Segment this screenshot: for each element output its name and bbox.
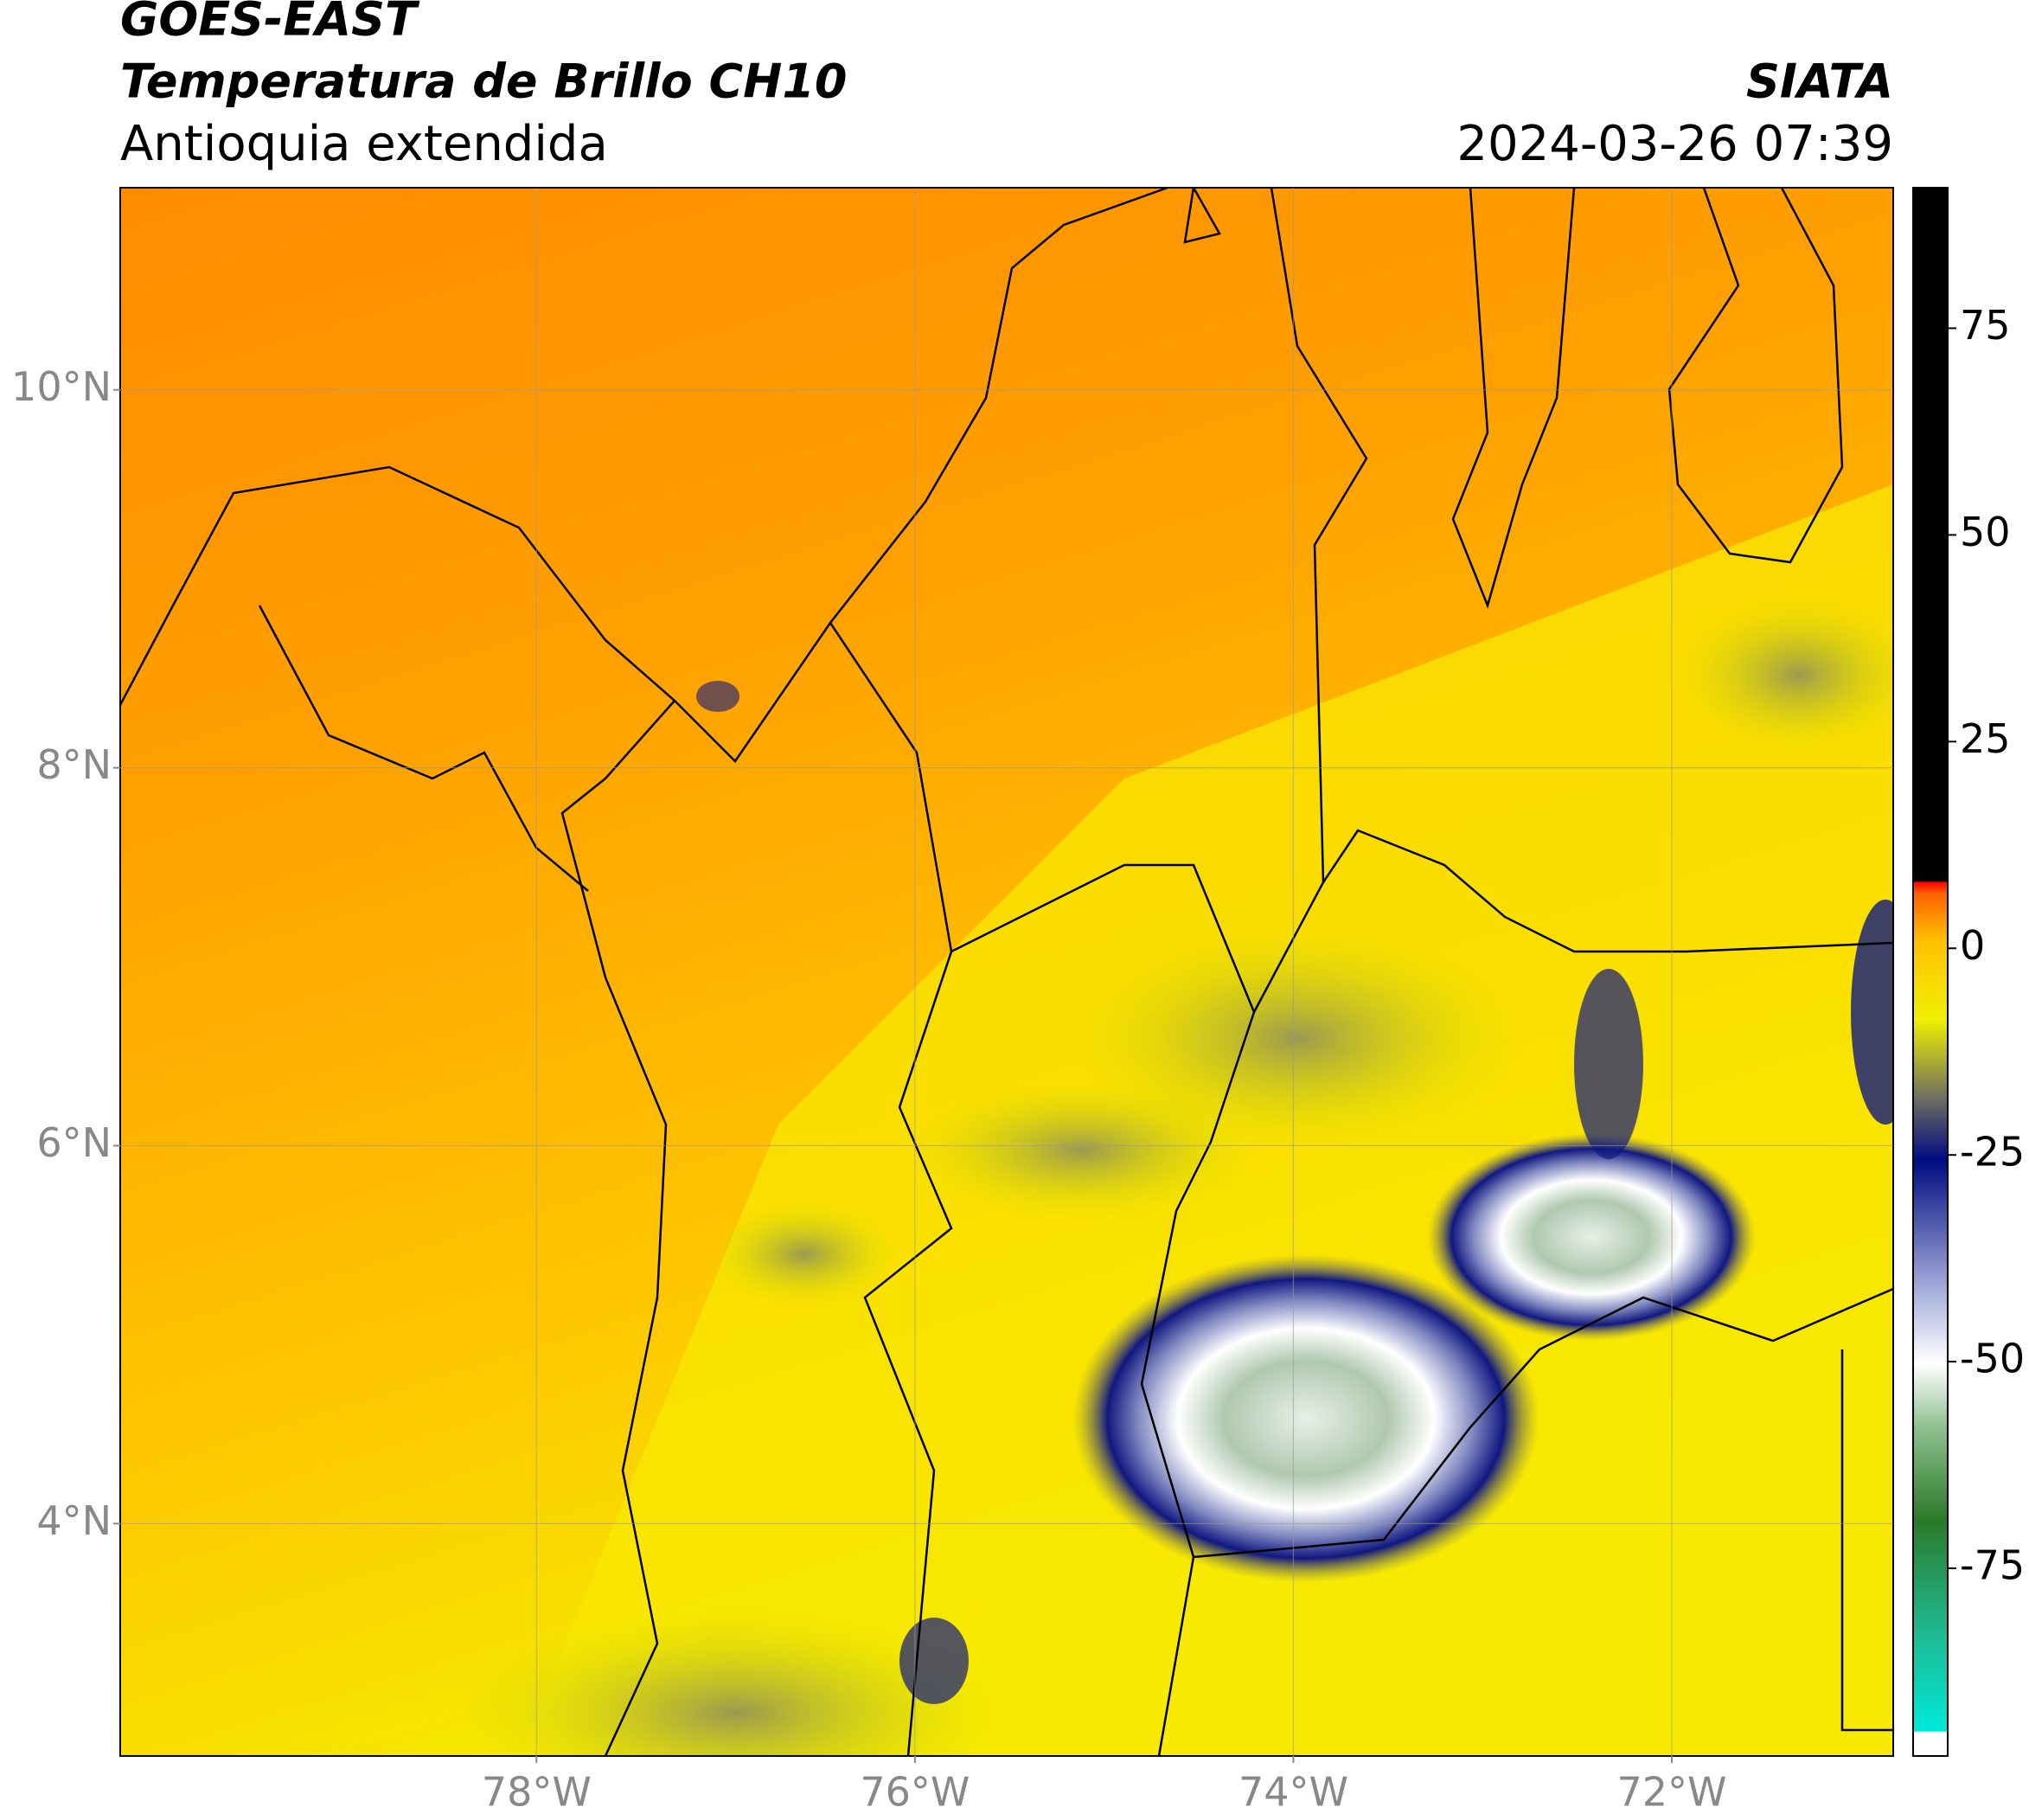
y-tick-label: 6°N <box>36 1119 112 1166</box>
y-tick-label: 10°N <box>11 363 112 410</box>
y-tick-label: 4°N <box>36 1497 112 1544</box>
region: Antioquia extendida <box>120 116 608 172</box>
source: SIATA <box>1746 54 1893 109</box>
x-tick-label: 74°W <box>1239 1769 1348 1816</box>
colorbar-tick-label: 75 <box>1960 302 2011 349</box>
x-tick-label: 76°W <box>860 1769 970 1816</box>
x-tick-label: 72°W <box>1617 1769 1727 1816</box>
grid <box>120 188 1893 1756</box>
map-frame <box>119 187 1894 1757</box>
title: GOES-EAST <box>120 0 420 47</box>
colorbar-tick-label: -50 <box>1960 1336 2025 1382</box>
datetime: 2024-03-26 07:39 <box>1456 116 1893 172</box>
colorbar-tick-label: -75 <box>1960 1542 2025 1589</box>
subtitle: Temperatura de Brillo CH10 <box>120 54 848 109</box>
colorbar-tick-label: 25 <box>1960 715 2011 762</box>
colorbar-tick-label: 50 <box>1960 509 2011 555</box>
map-image <box>120 188 1893 1756</box>
x-tick-label: 78°W <box>482 1769 592 1816</box>
y-tick-label: 8°N <box>36 741 112 788</box>
colorbar <box>1912 187 1949 1757</box>
colorbar-tick-label: -25 <box>1960 1129 2025 1176</box>
colorbar-tick-label: 0 <box>1960 922 1985 969</box>
